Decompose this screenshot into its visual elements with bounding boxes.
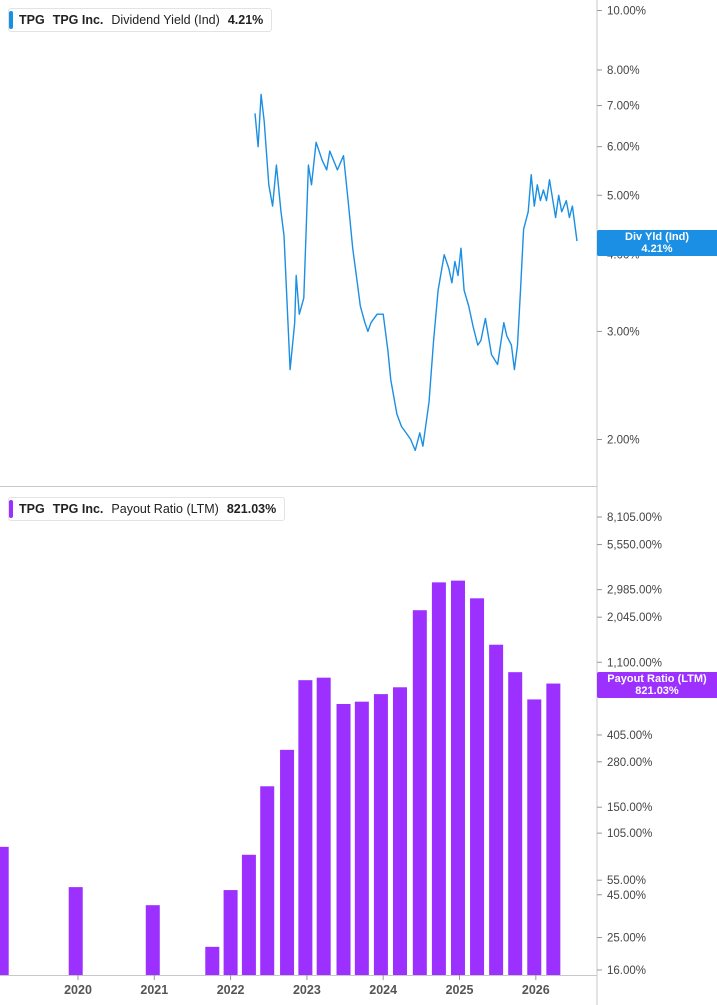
x-tick-label: 2022 — [217, 983, 245, 997]
payout-ratio-plot — [0, 580, 561, 975]
y-tick-label: 105.00% — [607, 828, 652, 840]
y-tick-label: 280.00% — [607, 757, 652, 769]
y-tick-label: 6.00% — [607, 142, 640, 154]
y-tick-label: 45.00% — [607, 890, 646, 902]
payout-ratio-bar — [431, 582, 446, 975]
payout-ratio-bar — [546, 683, 561, 975]
legend-ticker: TPG — [19, 13, 45, 27]
y-tick-label: 10.00% — [607, 6, 646, 18]
legend-metric: Payout Ratio (LTM) — [111, 502, 219, 516]
legend-company: TPG Inc. — [52, 13, 104, 27]
payout-ratio-bar — [450, 580, 465, 975]
payout-ratio-bar — [470, 598, 485, 975]
y-tick-label: 16.00% — [607, 965, 646, 977]
payout-ratio-bar — [223, 890, 238, 975]
y-tick-label: 2,045.00% — [607, 612, 662, 624]
axes: 10.00%8.00%7.00%6.00%5.00%4.00%3.00%2.00… — [0, 0, 662, 1005]
payout-ratio-bar — [373, 694, 388, 975]
tag-label: Payout Ratio (LTM) — [607, 673, 707, 685]
legend-metric: Dividend Yield (Ind) — [111, 13, 220, 27]
payout-ratio-bar — [241, 854, 256, 975]
dividend-yield-plot — [254, 93, 578, 452]
y-tick-label: 2.00% — [607, 435, 640, 447]
x-tick-label: 2025 — [446, 983, 474, 997]
legend-value: 821.03% — [226, 502, 277, 516]
payout-ratio-bar — [316, 677, 331, 975]
payout-ratio-bar — [354, 701, 369, 975]
y-tick-label: 5.00% — [607, 190, 640, 202]
y-tick-label: 5,550.00% — [607, 540, 662, 552]
tag-value: 821.03% — [635, 685, 679, 697]
x-tick-label: 2020 — [64, 983, 92, 997]
y-tick-label: 2,985.00% — [607, 585, 662, 597]
y-tick-label: 8.00% — [607, 65, 640, 77]
y-tick-label: 150.00% — [607, 802, 652, 814]
x-tick-label: 2023 — [293, 983, 321, 997]
legend-value: 4.21% — [227, 13, 264, 27]
payout-ratio-bar — [0, 846, 9, 975]
payout-ratio-bar — [392, 687, 407, 975]
y-tick-label: 25.00% — [607, 933, 646, 945]
payout-ratio-bar — [489, 644, 504, 975]
payout-ratio-bar — [412, 610, 427, 975]
legend-ticker: TPG — [19, 502, 45, 516]
payout-ratio-bar — [280, 749, 295, 975]
legend-company: TPG Inc. — [52, 502, 104, 516]
payout-ratio-bar — [508, 672, 523, 975]
tag-value: 4.21% — [641, 243, 673, 255]
payout-ratio-bar — [260, 786, 275, 975]
payout-ratio-bar — [145, 905, 160, 975]
payout-ratio-legend[interactable]: TPG TPG Inc. Payout Ratio (LTM) 821.03% — [8, 497, 286, 521]
dividend-yield-line — [254, 93, 578, 452]
y-tick-label: 55.00% — [607, 875, 646, 887]
y-tick-label: 1,100.00% — [607, 657, 662, 669]
x-tick-label: 2021 — [140, 983, 168, 997]
payout-ratio-price-tag: Payout Ratio (LTM) 821.03% — [597, 672, 717, 698]
dividend-yield-legend[interactable]: TPG TPG Inc. Dividend Yield (Ind) 4.21% — [8, 8, 273, 32]
payout-ratio-bar — [527, 699, 542, 975]
y-tick-label: 8,105.00% — [607, 512, 662, 524]
dividend-yield-price-tag: Div Yld (Ind) 4.21% — [597, 230, 717, 256]
payout-ratio-bar — [205, 946, 220, 975]
payout-ratio-bar — [68, 887, 83, 975]
tag-label: Div Yld (Ind) — [625, 231, 689, 243]
x-tick-label: 2024 — [369, 983, 397, 997]
y-tick-label: 3.00% — [607, 326, 640, 338]
payout-ratio-bar — [336, 703, 351, 975]
legend-color-swatch — [9, 500, 13, 518]
legend-color-swatch — [9, 11, 13, 29]
x-tick-label: 2026 — [522, 983, 550, 997]
y-tick-label: 7.00% — [607, 101, 640, 113]
payout-ratio-bar — [298, 680, 313, 975]
y-tick-label: 405.00% — [607, 730, 652, 742]
